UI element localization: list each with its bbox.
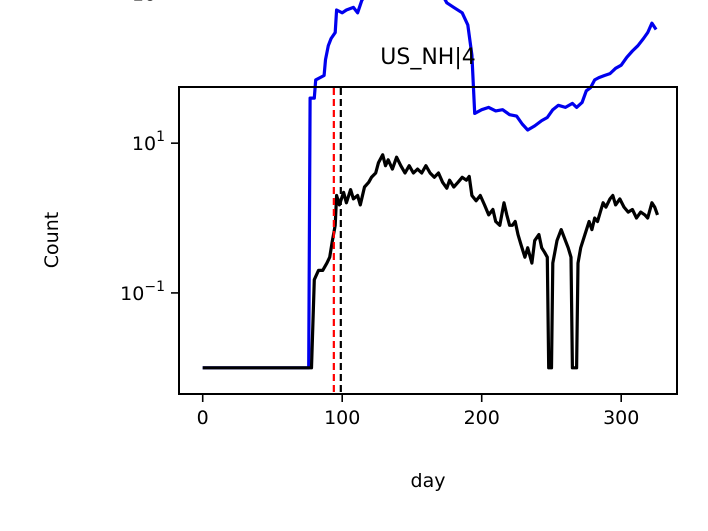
y-axis-label: Count (41, 212, 63, 268)
x-axis-label: day (411, 470, 446, 492)
x-tick-label: 200 (464, 407, 500, 429)
x-tick-label: 100 (324, 407, 360, 429)
y-tick-label: 103 (132, 0, 165, 5)
chart-title: US_NH|4 (380, 45, 475, 70)
series-line-1 (202, 0, 658, 370)
y-tick-label: 101 (132, 129, 165, 155)
plot-data (202, 0, 660, 393)
x-axis: 0 100 200 300 (197, 394, 639, 429)
plot-frame (178, 86, 678, 395)
y-axis: 103 101 10−1 (120, 0, 179, 305)
x-tick-label: 0 (197, 407, 209, 429)
series-line-2 (202, 153, 660, 370)
y-tick-label: 10−1 (120, 279, 165, 305)
x-tick-label: 300 (603, 407, 639, 429)
